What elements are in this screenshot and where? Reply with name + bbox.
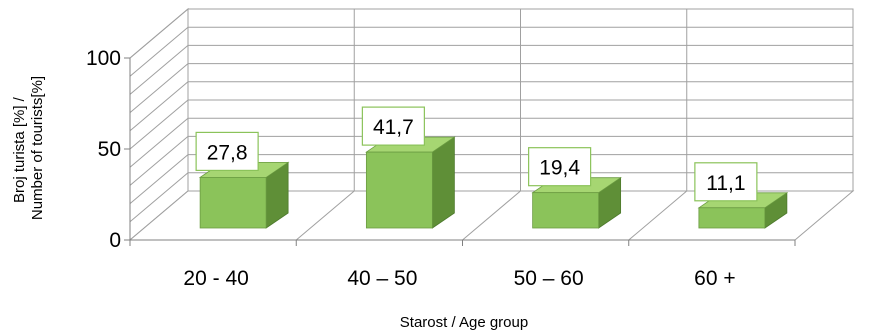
data-labels: 27,8 41,7 19,4 11,1 bbox=[195, 106, 758, 202]
y-axis-title-line-2: Number of tourists[%] bbox=[29, 76, 46, 220]
y-tick-label: 50 bbox=[98, 138, 121, 161]
bar-front bbox=[698, 207, 766, 229]
x-category-label: 20 - 40 bbox=[183, 267, 248, 290]
data-label: 41,7 bbox=[373, 116, 414, 139]
x-axis: 20 - 40 40 – 50 50 – 60 60 + bbox=[129, 239, 796, 290]
y-tick-label: 100 bbox=[86, 47, 121, 70]
bar-front bbox=[365, 151, 433, 229]
y-axis-title-line-1: Broj turista [%] / bbox=[11, 96, 28, 203]
floor-divider bbox=[295, 190, 355, 241]
bar bbox=[198, 161, 290, 229]
data-label: 27,8 bbox=[207, 141, 248, 164]
data-label-box bbox=[528, 147, 592, 187]
x-category-label: 40 – 50 bbox=[347, 267, 417, 290]
x-axis-title: Starost / Age group bbox=[400, 314, 528, 331]
bar bbox=[365, 136, 456, 229]
y-tick-label: 0 bbox=[109, 229, 121, 252]
bar-front bbox=[199, 177, 267, 229]
data-label: 11,1 bbox=[706, 172, 745, 195]
y-axis: 0 50 100 bbox=[86, 47, 131, 252]
floor-divider bbox=[462, 190, 521, 241]
y-axis-title: Broj turista [%] / Number of tourists[%] bbox=[11, 76, 46, 220]
bar-front bbox=[532, 192, 600, 229]
x-category-label: 50 – 60 bbox=[514, 267, 584, 290]
bar-side bbox=[431, 136, 455, 229]
data-label-box bbox=[195, 131, 259, 172]
x-category-label: 60 + bbox=[694, 267, 735, 290]
data-label-box bbox=[361, 106, 425, 146]
data-label-box bbox=[694, 162, 758, 202]
floor-divider bbox=[628, 190, 688, 241]
data-label: 19,4 bbox=[539, 157, 580, 180]
